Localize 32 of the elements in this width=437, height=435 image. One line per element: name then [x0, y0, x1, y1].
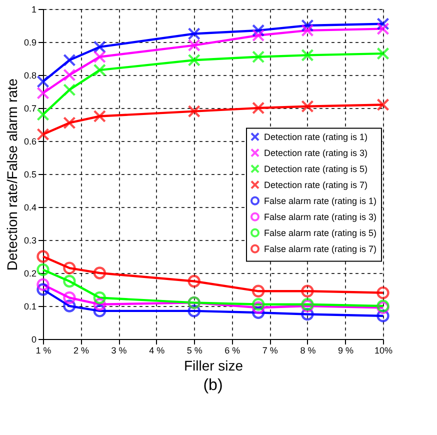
x-tick-label: 2 %	[74, 346, 90, 356]
legend-label: False alarm rate (rating is 7)	[264, 244, 377, 254]
y-tick-label: 0	[31, 334, 36, 344]
x-axis-title: Filler size	[184, 358, 244, 374]
y-tick-label: 0.8	[24, 70, 36, 80]
legend-label: Detection rate (rating is 1)	[264, 132, 368, 142]
x-tick-label: 1 %	[36, 346, 52, 356]
y-tick-label: 0.3	[24, 236, 36, 246]
x-tick-label: 10%	[374, 346, 393, 356]
y-tick-label: 0.4	[24, 202, 36, 212]
x-tick-label: 6 %	[224, 346, 240, 356]
x-tick-label: 7 %	[262, 346, 278, 356]
legend-label: False alarm rate (rating is 1)	[264, 196, 377, 206]
y-axis-title: Detection rate/False alarm rate	[4, 78, 20, 271]
y-tick-label: 0.7	[24, 104, 36, 114]
y-tick-label: 0.6	[24, 136, 36, 146]
x-tick-label: 3 %	[111, 346, 127, 356]
y-tick-label: 0.1	[24, 302, 36, 312]
text: (b)	[203, 377, 223, 394]
y-tick-label: 0.9	[24, 38, 36, 48]
legend-label: False alarm rate (rating is 3)	[264, 212, 377, 222]
legend-label: Detection rate (rating is 3)	[264, 148, 368, 158]
y-tick-label: 0.2	[24, 268, 36, 278]
x-tick-label: 5 %	[186, 346, 202, 356]
x-tick-label: 4 %	[149, 346, 165, 356]
x-tick-label: 9 %	[338, 346, 354, 356]
legend-label: Detection rate (rating is 5)	[264, 164, 368, 174]
legend-label: Detection rate (rating is 7)	[264, 180, 368, 190]
y-tick-label: 0.5	[24, 170, 36, 180]
x-tick-label: 8 %	[300, 346, 316, 356]
y-tick-label: 1	[31, 4, 36, 14]
legend-label: False alarm rate (rating is 5)	[264, 228, 377, 238]
